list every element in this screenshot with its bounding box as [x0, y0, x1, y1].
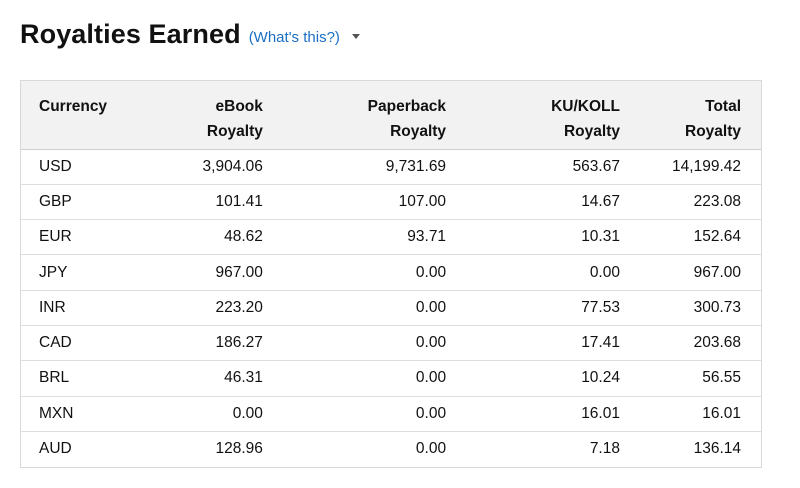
page-title: Royalties Earned — [20, 18, 241, 49]
column-header-line1: Total — [705, 98, 741, 115]
table-row: INR 223.20 0.00 77.53 300.73 — [21, 290, 761, 325]
table-row: CAD 186.27 0.00 17.41 203.68 — [21, 325, 761, 360]
cell-currency: GBP — [39, 192, 72, 210]
cell-paperback-royalty: 9,731.69 — [385, 157, 447, 175]
cell-total-royalty: 300.73 — [693, 298, 741, 316]
cell-currency: BRL — [39, 369, 70, 387]
cell-ebook-royalty: 3,904.06 — [202, 157, 263, 175]
cell-currency: EUR — [39, 228, 72, 246]
cell-total-royalty: 16.01 — [702, 404, 741, 422]
cell-paperback-royalty: 0.00 — [415, 404, 447, 422]
table-row: USD 3,904.06 9,731.69 563.67 14,199.42 — [21, 149, 761, 184]
cell-total-royalty: 152.64 — [693, 228, 741, 246]
table-row: EUR 48.62 93.71 10.31 152.64 — [21, 219, 761, 255]
column-header-ebook-royalty[interactable]: eBook Royalty — [124, 81, 264, 149]
table-body: USD 3,904.06 9,731.69 563.67 14,199.42 GBP 101… — [21, 149, 761, 467]
cell-currency: INR — [39, 298, 66, 316]
column-header-line2: Royalty — [206, 123, 263, 140]
cell-currency: CAD — [39, 334, 72, 352]
cell-paperback-royalty: 0.00 — [415, 334, 447, 352]
cell-ebook-royalty: 186.27 — [215, 334, 263, 352]
whats-this-link[interactable]: (What's this?) — [248, 28, 340, 46]
cell-total-royalty: 136.14 — [693, 440, 741, 458]
cell-ku-koll-royalty: 10.24 — [581, 369, 620, 387]
cell-currency: MXN — [39, 404, 74, 422]
cell-ebook-royalty: 48.62 — [224, 228, 263, 246]
table-row: AUD 128.96 0.00 7.18 136.14 — [21, 431, 761, 466]
cell-total-royalty: 967.00 — [693, 263, 741, 281]
cell-ebook-royalty: 223.20 — [215, 298, 263, 316]
column-header-line1: Paperback — [367, 98, 447, 115]
column-header-currency[interactable]: Currency — [21, 81, 124, 149]
column-header-line1: eBook — [215, 98, 263, 115]
table-row: BRL 46.31 0.00 10.24 56.55 — [21, 360, 761, 396]
cell-ku-koll-royalty: 77.53 — [581, 298, 620, 316]
column-header-line1: KU/KOLL — [551, 98, 620, 115]
cell-total-royalty: 56.55 — [702, 369, 741, 387]
cell-currency: USD — [39, 157, 72, 175]
column-header-ku-koll-royalty[interactable]: KU/KOLL Royalty — [447, 81, 621, 149]
column-header-line2: Royalty — [563, 123, 620, 140]
table-row: MXN 0.00 0.00 16.01 16.01 — [21, 396, 761, 431]
cell-ku-koll-royalty: 14.67 — [581, 192, 620, 210]
cell-paperback-royalty: 0.00 — [415, 263, 447, 281]
cell-ku-koll-royalty: 7.18 — [589, 440, 620, 458]
cell-ebook-royalty: 128.96 — [215, 440, 263, 458]
cell-ku-koll-royalty: 16.01 — [581, 404, 620, 422]
column-header-line2: Royalty — [390, 123, 447, 140]
cell-paperback-royalty: 0.00 — [415, 298, 447, 316]
cell-ku-koll-royalty: 0.00 — [589, 263, 620, 281]
cell-ku-koll-royalty: 17.41 — [581, 334, 620, 352]
cell-ebook-royalty: 101.41 — [215, 192, 263, 210]
cell-ebook-royalty: 0.00 — [232, 404, 263, 422]
cell-total-royalty: 203.68 — [693, 334, 741, 352]
cell-paperback-royalty: 0.00 — [415, 369, 447, 387]
royalties-table: Currency eBook Royalty Paperback Royalty… — [20, 80, 762, 468]
cell-currency: JPY — [39, 263, 68, 281]
table-header-row: Currency eBook Royalty Paperback Royalty… — [21, 81, 761, 149]
cell-paperback-royalty: 0.00 — [415, 440, 447, 458]
cell-paperback-royalty: 93.71 — [407, 228, 447, 246]
cell-ebook-royalty: 967.00 — [215, 263, 263, 281]
column-header-line2: Royalty — [685, 123, 741, 140]
table-row: GBP 101.41 107.00 14.67 223.08 — [21, 184, 761, 219]
cell-ebook-royalty: 46.31 — [224, 369, 263, 387]
cell-paperback-royalty: 107.00 — [398, 192, 447, 210]
page-header: Royalties Earned (What's this?) — [20, 14, 360, 54]
column-header-total-royalty[interactable]: Total Royalty — [621, 81, 761, 149]
cell-ku-koll-royalty: 563.67 — [572, 157, 620, 175]
cell-total-royalty: 14,199.42 — [672, 157, 741, 175]
caret-down-icon[interactable] — [351, 34, 360, 39]
table-row: JPY 967.00 0.00 0.00 967.00 — [21, 254, 761, 290]
cell-ku-koll-royalty: 10.31 — [581, 228, 620, 246]
cell-total-royalty: 223.08 — [693, 192, 741, 210]
column-header-paperback-royalty[interactable]: Paperback Royalty — [264, 81, 447, 149]
column-header-line1: Currency — [39, 98, 108, 115]
cell-currency: AUD — [39, 440, 72, 458]
